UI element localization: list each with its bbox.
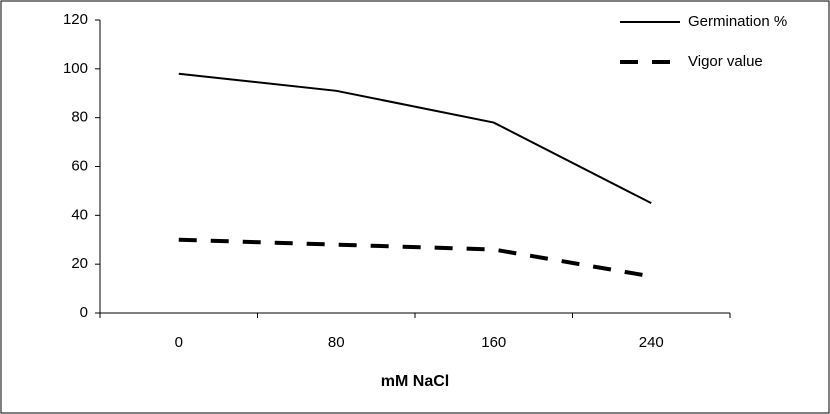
y-tick-label: 40: [71, 206, 88, 223]
y-tick-label: 80: [71, 109, 88, 126]
series-line: [178, 237, 652, 279]
x-tick-label: 240: [639, 334, 664, 351]
y-tick-label: 0: [80, 304, 88, 321]
series-line: [178, 72, 652, 205]
y-tick-label: 100: [63, 60, 88, 77]
legend-label: Vigor value: [688, 53, 763, 70]
x-axis-label: mM NaCl: [381, 373, 449, 390]
x-tick-label: 80: [328, 334, 345, 351]
y-tick-label: 120: [63, 11, 88, 28]
y-tick-label: 20: [71, 255, 88, 272]
legend-label: Germination %: [688, 13, 787, 30]
x-tick-label: 160: [481, 334, 506, 351]
x-tick-label: 0: [175, 334, 183, 351]
y-tick-label: 60: [71, 157, 88, 174]
